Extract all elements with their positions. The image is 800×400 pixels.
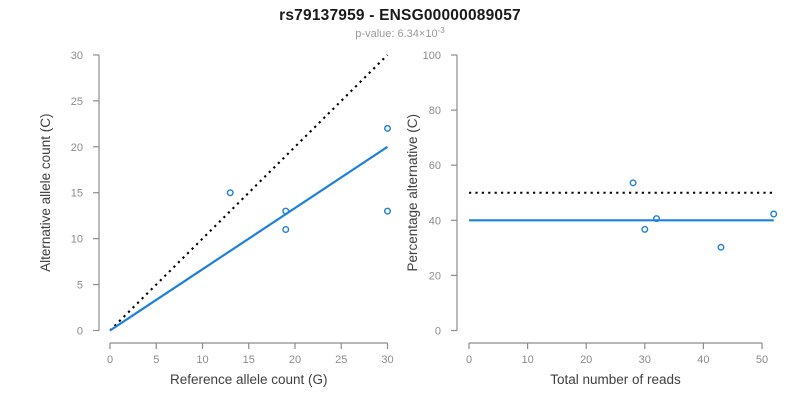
x-tick-label: 0 [107,354,113,366]
y-tick-label: 0 [77,326,83,338]
y-tick-label: 0 [435,326,441,338]
x-tick-label: 30 [639,354,651,366]
y-tick-label: 20 [71,142,83,154]
y-axis-title: Alternative allele count (C) [38,114,53,272]
y-tick-label: 80 [429,105,441,117]
regression-line [109,145,389,332]
data-point [653,215,661,223]
data-point [282,207,290,215]
plot-title: rs79137959 - ENSG00000089057 [279,7,521,24]
data-point [629,179,637,187]
data-point [226,189,234,197]
x-axis-title: Reference allele count (G) [170,372,328,387]
y-tick-label: 15 [71,188,83,200]
y-axis-title: Percentage alternative (C) [405,114,420,272]
y-tick-label: 10 [71,234,83,246]
pvalue-text: p-value: 6.34×10 [355,28,438,40]
left-panel: 0 5 10 15 20 25 30 0 5 10 15 20 25 30 Reference allele… [38,50,394,387]
data-point [384,124,392,132]
data-point [641,225,649,233]
x-tick-label: 10 [196,354,208,366]
y-tick-label: 25 [71,96,83,108]
data-point [384,207,392,215]
plot-subtitle: p-value: 6.34×10-3 [0,26,800,40]
x-tick-label: 50 [756,354,768,366]
y-tick-label: 30 [71,50,83,62]
x-tick-label: 25 [335,354,347,366]
y-tick-label: 5 [77,280,83,292]
x-tick-label: 5 [153,354,159,366]
right-panel: 0 20 40 60 80 100 0 10 20 30 40 50 Total number of r… [405,50,778,387]
x-tick-label: 20 [580,354,592,366]
pvalue-exponent: -3 [437,26,445,35]
y-tick-label: 100 [423,50,441,62]
x-tick-label: 30 [381,354,393,366]
y-tick-label: 20 [429,270,441,282]
data-point [770,210,778,218]
y-tick-label: 40 [429,215,441,227]
x-tick-label: 40 [697,354,709,366]
x-tick-label: 0 [466,354,472,366]
data-point [282,225,290,233]
x-tick-label: 20 [289,354,301,366]
x-axis-title: Total number of reads [550,372,681,387]
data-point [717,243,725,251]
x-tick-label: 10 [521,354,533,366]
identity-line [109,54,389,332]
x-tick-label: 15 [243,354,255,366]
y-tick-label: 60 [429,160,441,172]
